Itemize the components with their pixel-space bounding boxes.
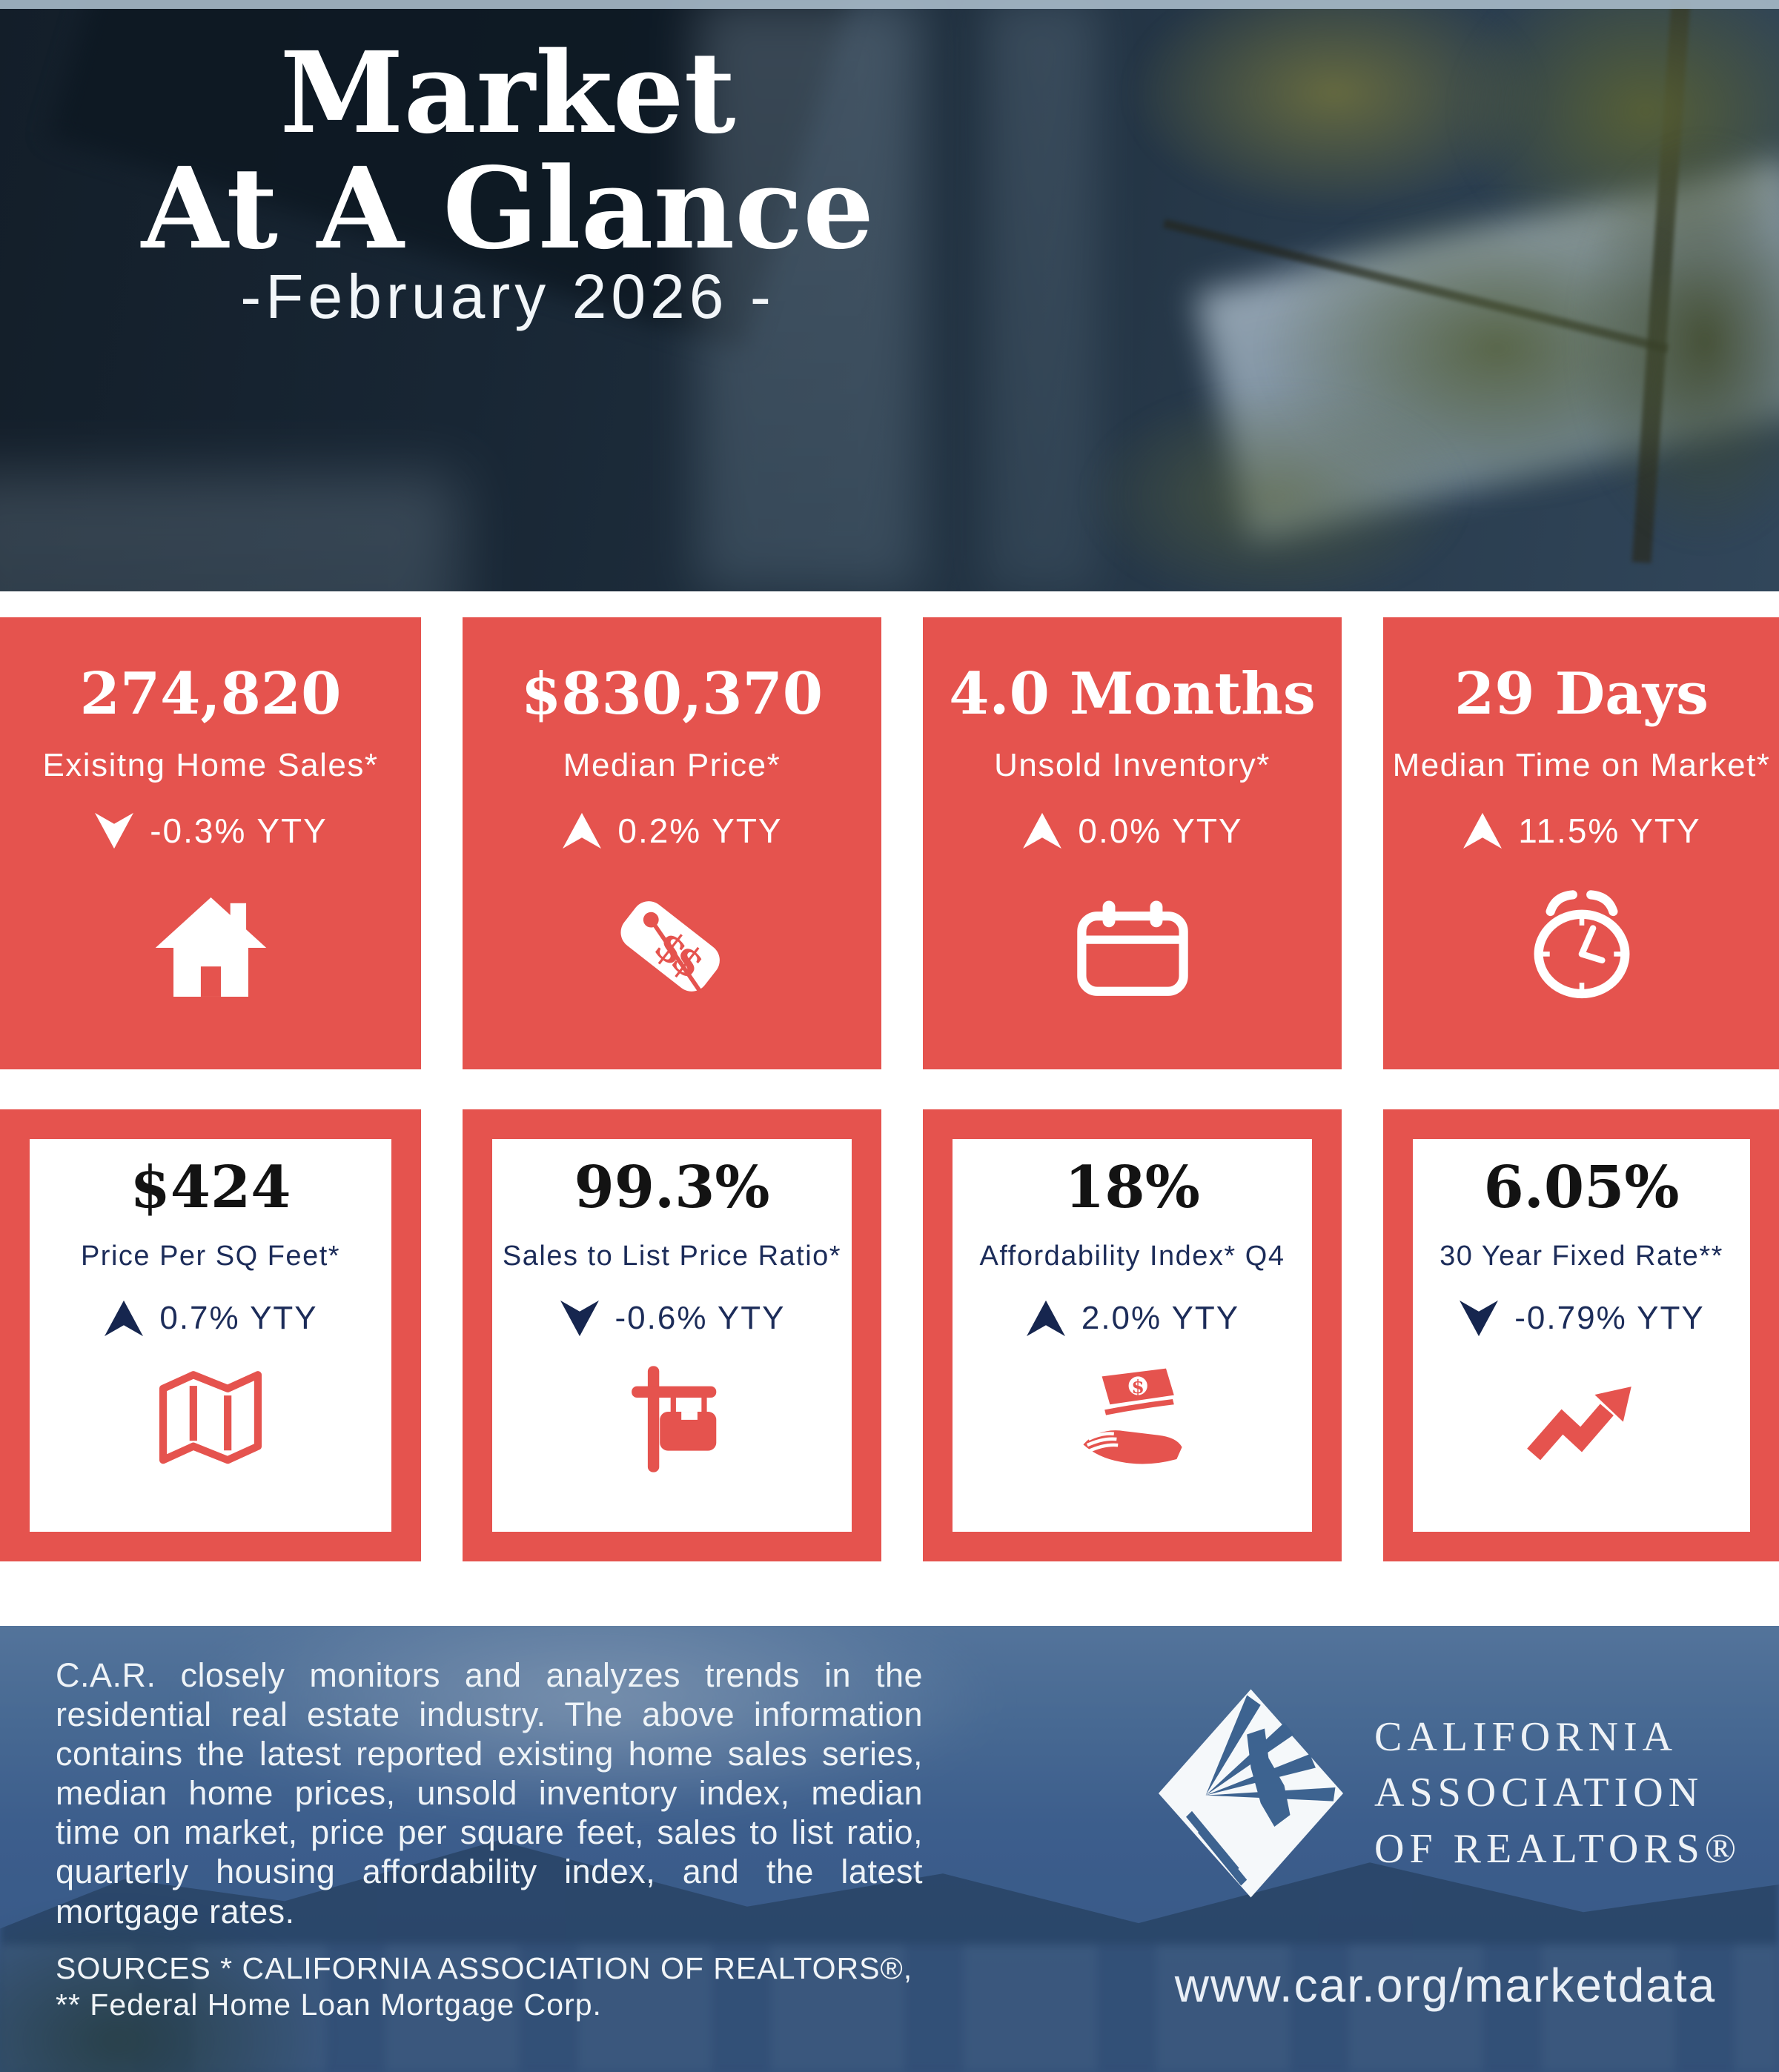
- map-icon: [152, 1360, 269, 1478]
- footer-sources: SOURCES * CALIFORNIA ASSOCIATION OF REAL…: [56, 1950, 923, 2023]
- stat-label: Median Price*: [563, 747, 781, 784]
- up-arrow-icon: [1023, 813, 1062, 849]
- hero-photo-highlight: [697, 0, 919, 591]
- sale-sign-icon: [618, 1360, 726, 1478]
- money-hand-icon: $: [1073, 1360, 1193, 1478]
- stats-row-1: 274,820 Exisitng Home Sales* -0.3% YTY $…: [0, 617, 1779, 1069]
- house-icon: [150, 883, 272, 1011]
- stat-value: 29 Days: [1454, 660, 1709, 728]
- stat-value: 6.05%: [1483, 1154, 1680, 1221]
- footer: C.A.R. closely monitors and analyzes tre…: [0, 1626, 1779, 2072]
- stat-card-price-per-sq-feet: $424 Price Per SQ Feet* 0.7% YTY: [0, 1109, 421, 1561]
- footer-blue-overlay: [0, 1626, 1779, 2072]
- stat-value: 274,820: [79, 660, 342, 728]
- car-logo: CALIFORNIA ASSOCIATION OF REALTORS®: [1153, 1685, 1741, 1902]
- stat-change: -0.79% YTY: [1458, 1299, 1704, 1338]
- footer-description: C.A.R. closely monitors and analyzes tre…: [56, 1656, 923, 1930]
- sources-line-2: ** Federal Home Loan Mortgage Corp.: [56, 1987, 602, 2022]
- logo-line-3: OF REALTORS®: [1374, 1825, 1742, 1872]
- page-title: Market At A Glance: [0, 35, 1016, 266]
- logo-line-2: ASSOCIATION: [1374, 1770, 1704, 1816]
- stat-card-sales-to-list-ratio: 99.3% Sales to List Price Ratio* -0.6% Y…: [463, 1109, 881, 1561]
- stat-card-median-time-on-market: 29 Days Median Time on Market* 11.5% YTY: [1383, 617, 1779, 1069]
- stat-card-unsold-inventory: 4.0 Months Unsold Inventory* 0.0% YTY: [923, 617, 1342, 1069]
- market-data-url: www.car.org/marketdata: [1174, 1959, 1717, 2012]
- stat-label: Affordability Index* Q4: [979, 1241, 1285, 1272]
- hero-header: Market At A Glance -February 2026 -: [0, 0, 1779, 591]
- stat-label: Exisitng Home Sales*: [42, 747, 379, 784]
- stat-change-text: -0.3% YTY: [150, 811, 328, 851]
- title-line-2: At A Glance: [141, 142, 875, 274]
- svg-text:$: $: [1131, 1375, 1144, 1398]
- stat-change: -0.3% YTY: [93, 811, 328, 851]
- page-subtitle: -February 2026 -: [240, 262, 775, 331]
- tree-foliage: [1082, 385, 1468, 591]
- stat-card-median-price: $830,370 Median Price* 0.2% YTY $$: [463, 617, 881, 1069]
- down-arrow-icon: [560, 1301, 599, 1337]
- footer-cloud: [185, 1626, 1001, 1819]
- stat-card-existing-home-sales: 274,820 Exisitng Home Sales* -0.3% YTY: [0, 617, 421, 1069]
- trend-up-icon: [1524, 1360, 1640, 1478]
- down-arrow-icon: [95, 813, 134, 849]
- stat-change: 0.0% YTY: [1021, 811, 1242, 851]
- stat-change: 2.0% YTY: [1025, 1299, 1239, 1338]
- hero-porch-glow: [0, 474, 460, 591]
- stat-change-text: 0.0% YTY: [1078, 811, 1243, 851]
- stat-label: Unsold Inventory*: [994, 747, 1271, 784]
- stats-row-2: $424 Price Per SQ Feet* 0.7% YTY 99.3% S…: [0, 1109, 1779, 1561]
- stat-value: 99.3%: [574, 1154, 770, 1221]
- stat-label: 30 Year Fixed Rate**: [1440, 1241, 1723, 1272]
- stat-change-text: 0.7% YTY: [159, 1300, 318, 1337]
- stat-change-text: 2.0% YTY: [1081, 1300, 1240, 1337]
- down-arrow-icon: [1460, 1301, 1499, 1337]
- stat-label: Price Per SQ Feet*: [80, 1241, 341, 1272]
- car-logo-wordmark: CALIFORNIA ASSOCIATION OF REALTORS®: [1374, 1710, 1741, 1876]
- up-arrow-icon: [105, 1301, 144, 1337]
- sources-line-1: SOURCES * CALIFORNIA ASSOCIATION OF REAL…: [56, 1950, 913, 1985]
- hero-photo-highlight: [986, 0, 1097, 591]
- footer-brand-column: CALIFORNIA ASSOCIATION OF REALTORS® www.…: [1112, 1626, 1779, 2072]
- title-line-1: Market: [279, 27, 736, 159]
- stat-change: 0.2% YTY: [561, 811, 782, 851]
- calendar-icon: [1073, 883, 1192, 1011]
- up-arrow-icon: [1463, 813, 1503, 849]
- logo-line-1: CALIFORNIA: [1374, 1714, 1678, 1761]
- stat-card-30-year-fixed-rate: 6.05% 30 Year Fixed Rate** -0.79% YTY: [1383, 1109, 1779, 1561]
- stat-label: Median Time on Market*: [1392, 747, 1771, 784]
- stat-change-text: -0.6% YTY: [614, 1300, 786, 1337]
- price-tag-icon: $$: [609, 883, 735, 1011]
- stat-change-text: 11.5% YTY: [1518, 811, 1701, 851]
- up-arrow-icon: [563, 813, 602, 849]
- stat-change: -0.6% YTY: [559, 1299, 786, 1338]
- stat-card-affordability-index: 18% Affordability Index* Q4 2.0% YTY $: [923, 1109, 1342, 1561]
- stat-value: $830,370: [520, 660, 824, 728]
- stat-change-text: -0.79% YTY: [1514, 1300, 1705, 1337]
- stat-value: 4.0 Months: [949, 660, 1316, 728]
- stat-change: 0.7% YTY: [103, 1299, 317, 1338]
- car-logo-diamond-icon: [1158, 1689, 1344, 1898]
- stat-label: Sales to List Price Ratio*: [502, 1241, 842, 1272]
- tree-foliage: [1571, 133, 1779, 548]
- up-arrow-icon: [1026, 1301, 1065, 1337]
- hero-top-strip: [0, 0, 1779, 9]
- footer-text-column: C.A.R. closely monitors and analyzes tre…: [56, 1656, 923, 2023]
- alarm-clock-icon: [1523, 883, 1641, 1011]
- stat-value: $424: [130, 1154, 291, 1221]
- stat-change: 11.5% YTY: [1462, 811, 1700, 851]
- stat-value: 18%: [1064, 1154, 1200, 1221]
- stat-change-text: 0.2% YTY: [617, 811, 783, 851]
